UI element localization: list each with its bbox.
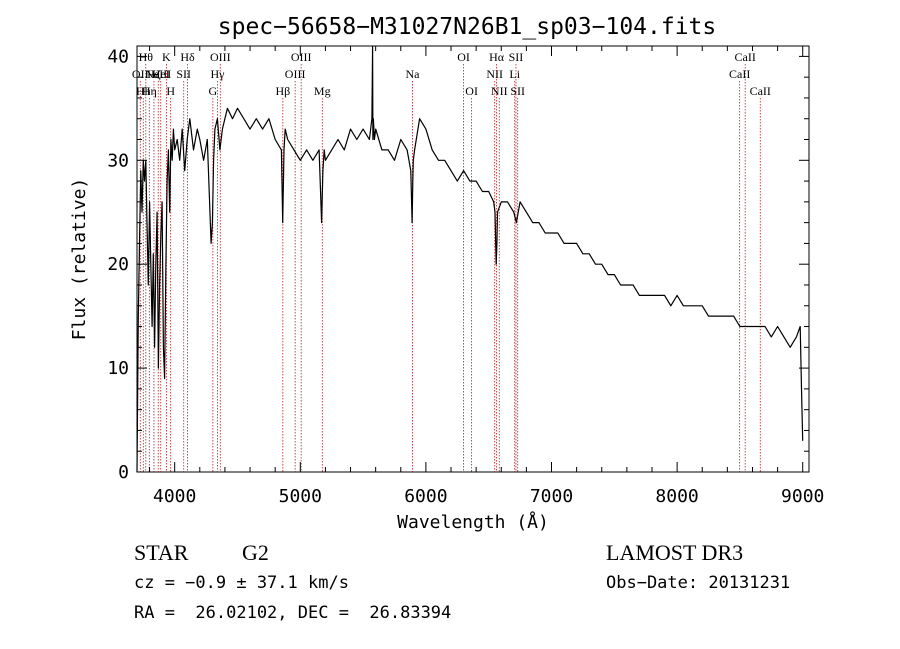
x-tick-label-0: 4000 (153, 486, 196, 507)
chart-title: spec−56658−M31027N26B1_sp03−104.fits (218, 14, 717, 40)
line-label-6: HeI (152, 67, 170, 81)
observation-date: Obs−Date: 20131231 (606, 573, 791, 593)
x-tick-label-5: 9000 (781, 486, 824, 507)
line-label-3: Hη (142, 84, 157, 98)
line-label-19: OI (457, 50, 470, 64)
line-label-25: SII (509, 50, 524, 64)
x-axis-label: Wavelength (Å) (397, 511, 549, 533)
line-label-14: Hβ (275, 84, 290, 98)
plot-frame (136, 45, 810, 473)
y-axis-ticks: 0 10 20 30 40 (107, 46, 809, 483)
spectral-line-labels: OIIHhHθHηHζNeIIIHeIKHSIIHδGHγOIIIHβOIIIO… (132, 50, 771, 98)
object-class: STAR (134, 540, 189, 565)
y-tick-label-1: 10 (107, 358, 129, 379)
line-label-12: Hγ (211, 67, 226, 81)
line-label-1: Hh (136, 84, 151, 98)
line-label-28: CaII (735, 50, 756, 64)
line-label-24: Li (509, 67, 520, 81)
line-label-20: OI (465, 84, 478, 98)
x-tick-label-3: 7000 (530, 486, 573, 507)
line-label-16: OIII (291, 50, 312, 64)
line-label-8: H (166, 84, 175, 98)
line-label-13: OIII (210, 50, 231, 64)
line-label-21: NII (486, 67, 503, 81)
line-label-29: CaII (750, 84, 771, 98)
line-label-4: Hζ (147, 67, 161, 81)
line-label-10: Hδ (180, 50, 195, 64)
x-tick-label-2: 6000 (404, 486, 447, 507)
x-tick-label-4: 8000 (655, 486, 698, 507)
line-label-17: Mg (314, 84, 331, 98)
line-label-5: NeIII (145, 67, 171, 81)
line-label-2: Hθ (139, 50, 154, 64)
y-tick-label-3: 30 (107, 150, 129, 171)
line-label-0: OII (132, 67, 149, 81)
y-tick-label-2: 20 (107, 254, 129, 275)
spectrum-line (136, 45, 804, 473)
line-label-27: CaII (729, 67, 750, 81)
object-subclass: G2 (242, 540, 269, 565)
survey-name: LAMOST DR3 (606, 540, 744, 565)
line-label-15: OIII (285, 67, 306, 81)
line-label-18: Na (405, 67, 420, 81)
line-label-22: Hα (489, 50, 505, 64)
line-label-26: SII (510, 84, 525, 98)
coordinates-text: RA = 26.02102, DEC = 26.83394 (134, 603, 452, 623)
line-label-23: NII (491, 84, 508, 98)
line-label-7: K (162, 50, 171, 64)
x-axis-ticks: 4000 5000 6000 7000 8000 9000 (149, 46, 824, 507)
line-label-9: SII (176, 67, 191, 81)
redshift-text: cz = −0.9 ± 37.1 km/s (134, 573, 349, 593)
line-label-11: G (209, 84, 218, 98)
y-tick-label-4: 40 (107, 46, 129, 67)
spectral-line-markers (139, 64, 761, 472)
y-tick-label-0: 0 (118, 462, 129, 483)
x-tick-label-1: 5000 (279, 486, 322, 507)
y-axis-label: Flux (relative) (69, 178, 90, 341)
